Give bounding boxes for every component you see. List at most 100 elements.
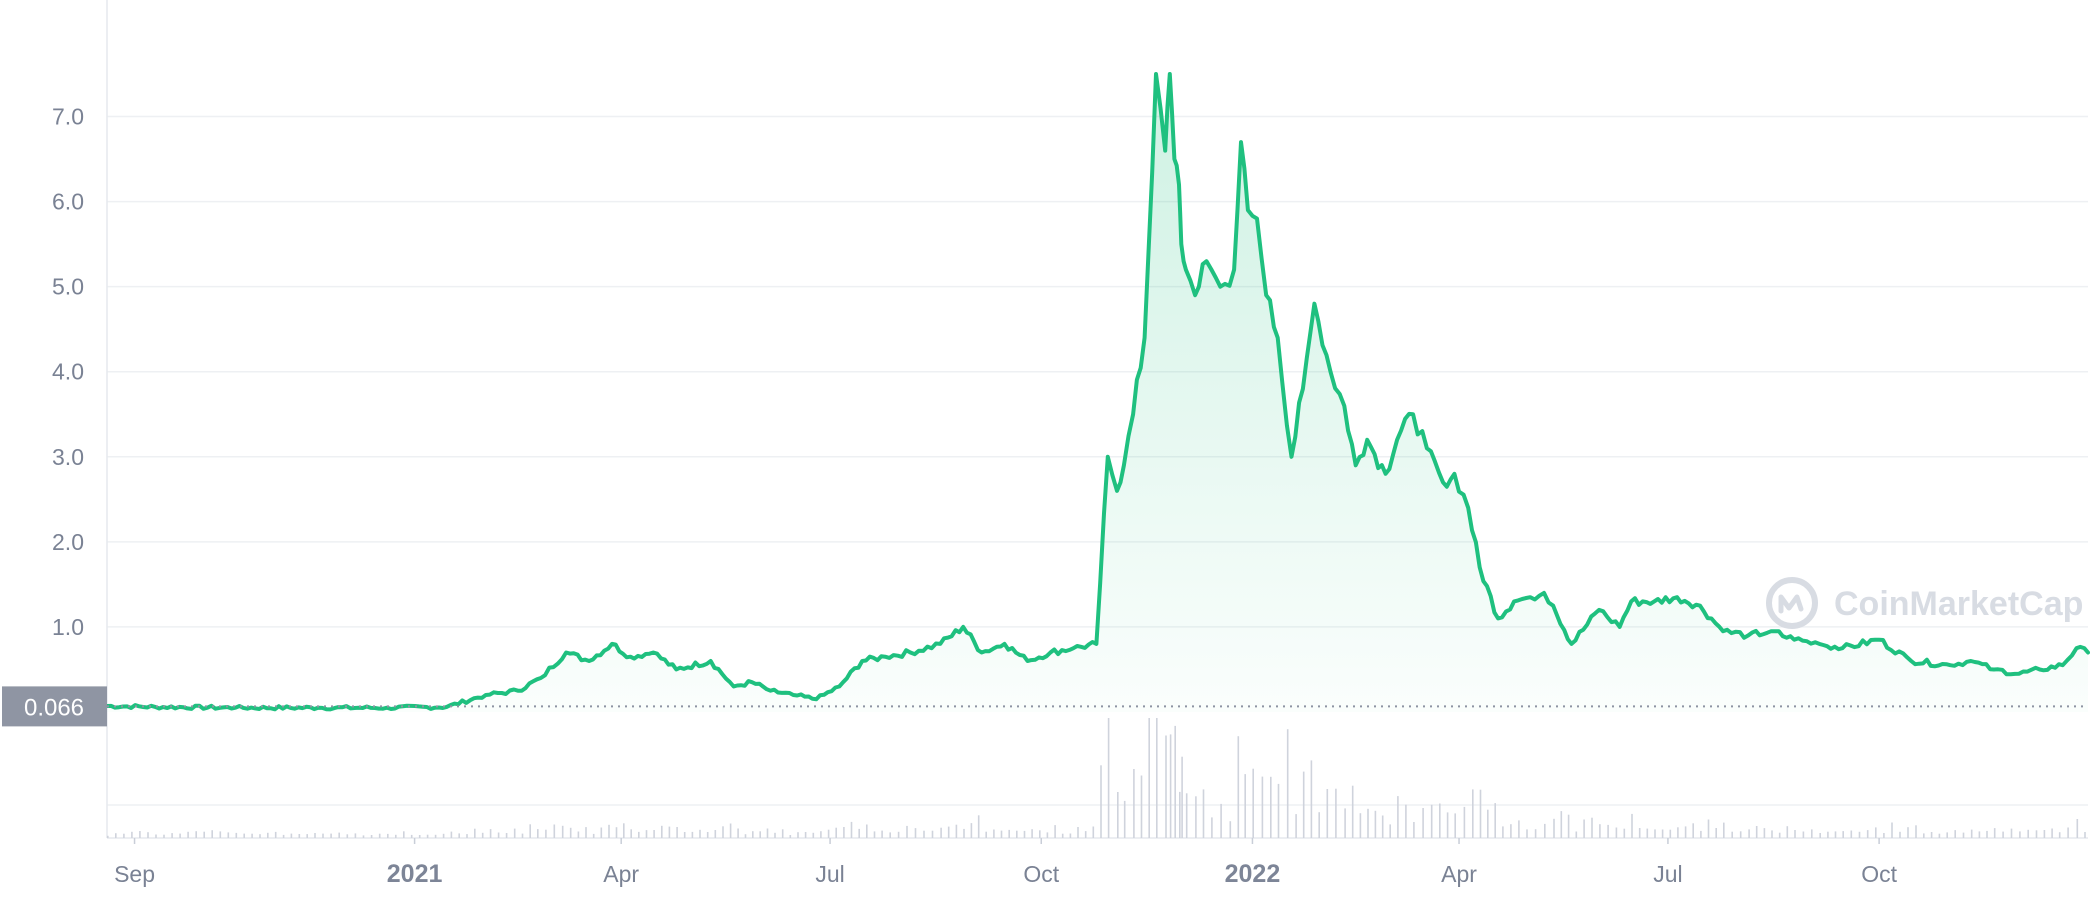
volume-bar [1092, 826, 1095, 838]
volume-bar [107, 835, 109, 838]
volume-bar [1100, 765, 1102, 838]
volume-bar [1397, 796, 1399, 838]
volume-bar [537, 829, 539, 838]
volume-bar [434, 834, 437, 838]
volume-bar [1211, 817, 1213, 838]
volume-bar [1553, 818, 1555, 838]
volume-bar [1479, 789, 1482, 838]
volume-bar [1031, 829, 1033, 838]
volume-bar [1858, 831, 1861, 838]
volume-bar [1000, 830, 1003, 838]
y-tick-label: 4.0 [52, 359, 84, 385]
volume-bar [497, 832, 500, 838]
x-tick-label: Apr [603, 861, 639, 887]
volume-bar [1771, 830, 1773, 838]
volume-bar [955, 824, 958, 838]
y-tick-label: 6.0 [52, 189, 84, 215]
volume-bar [211, 830, 213, 838]
volume-bar [1631, 813, 1633, 838]
volume-bar [1962, 832, 1965, 838]
volume-bar [873, 831, 876, 838]
volume-bar [889, 832, 891, 838]
volume-bar [714, 830, 717, 838]
volume-bar [354, 833, 357, 838]
volume-bar [1181, 756, 1183, 838]
y-axis: 7.0 6.0 5.0 4.0 3.0 2.0 1.0 [52, 104, 84, 640]
volume-bar [2027, 829, 2029, 838]
volume-bar [1277, 783, 1280, 838]
volume-bar [1374, 810, 1377, 838]
volume-bar [1389, 824, 1391, 838]
volume-bar [1185, 793, 1188, 838]
volume-bar [155, 834, 157, 838]
volume-bar [1140, 775, 1143, 838]
volume-bar [1405, 804, 1407, 838]
volume-bar [1615, 827, 1618, 838]
volume-bar [521, 833, 524, 838]
grid-lines [106, 0, 2088, 839]
volume-bar [2010, 828, 2013, 838]
volume-bar [2067, 827, 2069, 838]
volume-bar [1834, 831, 1837, 838]
volume-bar [1560, 811, 1563, 838]
volume-bar [812, 832, 815, 838]
volume-bar [442, 833, 445, 838]
volume-bar [553, 824, 556, 838]
volume-bar [577, 831, 580, 838]
volume-bar [1763, 828, 1766, 838]
volume-bar [1715, 828, 1717, 838]
volume-bar [1220, 803, 1222, 838]
volume-bar [1739, 831, 1742, 838]
volume-bar [585, 827, 587, 838]
volume-bar [1827, 831, 1829, 838]
volume-bar [1899, 831, 1901, 838]
volume-bar [789, 835, 792, 838]
volume-bar [1016, 830, 1018, 838]
volume-bar [1518, 820, 1520, 838]
volume-bar [1866, 830, 1869, 838]
volume-bar [1023, 830, 1026, 838]
volume-bar [706, 832, 709, 838]
volume-bar [1359, 813, 1362, 838]
volume-bar [781, 829, 784, 838]
volume-bar [1654, 829, 1656, 838]
volume-bar [1850, 830, 1853, 838]
x-tick-label: Oct [1861, 861, 1897, 887]
volume-bar [1607, 824, 1609, 838]
volume-bar [2043, 830, 2046, 838]
volume-bar [1077, 827, 1079, 838]
volume-bar [2035, 830, 2038, 838]
volume-bar [1731, 831, 1733, 838]
volume-bar [1165, 735, 1167, 838]
volume-bar [322, 833, 324, 838]
volume-bar [1684, 826, 1687, 838]
volume-bar [797, 832, 799, 838]
volume-bar [2058, 832, 2061, 838]
volume-bar [1907, 827, 1909, 838]
volume-bar [1244, 774, 1246, 838]
volume-bar [914, 828, 917, 838]
volume-bar [1661, 829, 1664, 838]
volume-bar [1786, 826, 1789, 838]
volume-bar [963, 828, 965, 838]
volume-bar [1107, 718, 1110, 838]
volume-bar [227, 832, 230, 838]
volume-bar [115, 833, 117, 838]
volume-bar [1133, 769, 1135, 838]
volume-bar [1261, 776, 1264, 838]
volume-bar [418, 835, 421, 838]
volume-bar [683, 832, 686, 838]
volume-bar [1295, 814, 1297, 838]
price-series-line [105, 72, 2090, 712]
volume-bar [203, 831, 205, 838]
volume-bar [1344, 808, 1346, 838]
volume-bar [387, 833, 389, 838]
volume-bar [545, 829, 547, 838]
volume-bar [298, 834, 301, 838]
x-tick-label: 2022 [1225, 860, 1281, 888]
volume-bar [906, 825, 908, 838]
volume-bar [561, 825, 564, 838]
volume-bar [897, 831, 900, 838]
volume-bar [661, 825, 663, 838]
volume-bar [774, 832, 776, 838]
